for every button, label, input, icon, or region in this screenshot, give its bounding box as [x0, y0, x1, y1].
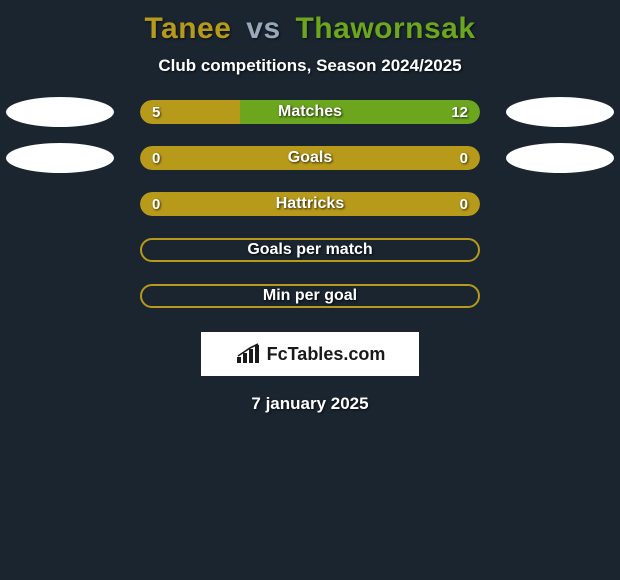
stat-label: Matches: [140, 103, 480, 121]
subtitle: Club competitions, Season 2024/2025: [0, 56, 620, 100]
stat-label: Goals: [140, 149, 480, 167]
stat-row: Goals per match: [0, 238, 620, 262]
title: Tanee vs Thawornsak: [0, 8, 620, 56]
stat-label: Goals per match: [142, 241, 478, 259]
stat-row: 00Hattricks: [0, 192, 620, 216]
vs-text: vs: [246, 12, 280, 45]
stat-row: Min per goal: [0, 284, 620, 308]
stat-row: 00Goals: [0, 146, 620, 170]
brand-text: FcTables.com: [267, 344, 386, 365]
stat-row: 512Matches: [0, 100, 620, 124]
player2-badge: [506, 97, 614, 127]
player1-badge: [6, 97, 114, 127]
stat-label: Min per goal: [142, 287, 478, 305]
stat-bar: Goals per match: [140, 238, 480, 262]
player1-name: Tanee: [144, 12, 231, 45]
brand-box: FcTables.com: [201, 332, 419, 376]
comparison-card: Tanee vs Thawornsak Club competitions, S…: [0, 0, 620, 414]
stat-bar: 512Matches: [140, 100, 480, 124]
bar-chart-icon: [235, 343, 261, 365]
stat-rows: 512Matches 00Goals 00Hattricks Goals per ma…: [0, 100, 620, 308]
stat-bar: 00Hattricks: [140, 192, 480, 216]
stat-label: Hattricks: [140, 195, 480, 213]
player1-badge: [6, 143, 114, 173]
stat-bar: 00Goals: [140, 146, 480, 170]
stat-bar: Min per goal: [140, 284, 480, 308]
player2-name: Thawornsak: [295, 12, 475, 45]
footer-date: 7 january 2025: [0, 394, 620, 414]
player2-badge: [506, 143, 614, 173]
